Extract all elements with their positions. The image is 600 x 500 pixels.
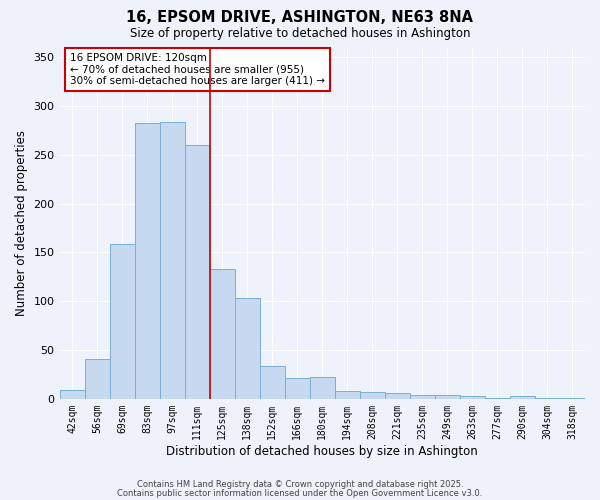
Bar: [535, 398, 560, 399]
Bar: [410, 395, 435, 399]
Bar: [85, 359, 110, 399]
Text: Contains HM Land Registry data © Crown copyright and database right 2025.: Contains HM Land Registry data © Crown c…: [137, 480, 463, 489]
Bar: [209, 269, 235, 399]
Bar: [260, 366, 285, 399]
Y-axis label: Number of detached properties: Number of detached properties: [15, 130, 28, 316]
Bar: [510, 396, 535, 399]
Bar: [110, 244, 134, 399]
Bar: [185, 145, 209, 399]
Bar: [560, 398, 585, 399]
Bar: [160, 122, 185, 399]
X-axis label: Distribution of detached houses by size in Ashington: Distribution of detached houses by size …: [166, 444, 478, 458]
Bar: [335, 391, 360, 399]
Text: Contains public sector information licensed under the Open Government Licence v3: Contains public sector information licen…: [118, 488, 482, 498]
Bar: [59, 390, 85, 399]
Bar: [385, 393, 410, 399]
Bar: [310, 378, 335, 399]
Bar: [360, 392, 385, 399]
Bar: [460, 396, 485, 399]
Bar: [235, 298, 260, 399]
Bar: [485, 398, 510, 399]
Text: 16 EPSOM DRIVE: 120sqm
← 70% of detached houses are smaller (955)
30% of semi-de: 16 EPSOM DRIVE: 120sqm ← 70% of detached…: [70, 53, 325, 86]
Bar: [285, 378, 310, 399]
Text: Size of property relative to detached houses in Ashington: Size of property relative to detached ho…: [130, 28, 470, 40]
Text: 16, EPSOM DRIVE, ASHINGTON, NE63 8NA: 16, EPSOM DRIVE, ASHINGTON, NE63 8NA: [127, 10, 473, 25]
Bar: [134, 122, 160, 399]
Bar: [435, 395, 460, 399]
